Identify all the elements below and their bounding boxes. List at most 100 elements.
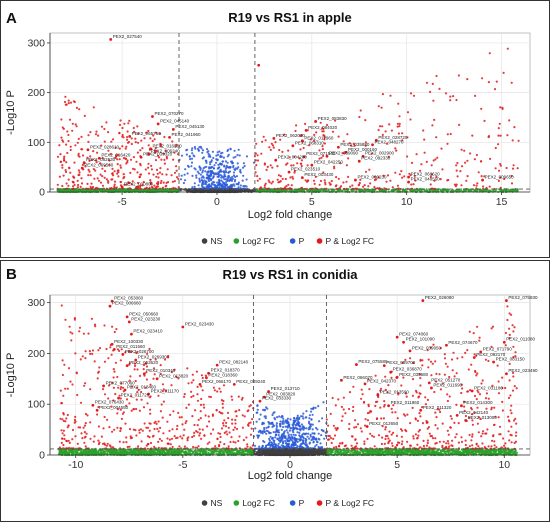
data-point [233,185,235,187]
data-point [265,139,267,141]
data-point [213,164,215,166]
data-point [210,166,212,168]
data-point [89,131,91,133]
data-point [256,189,258,191]
data-point [67,134,69,136]
data-point [209,161,211,163]
data-point [385,181,387,183]
data-point [120,181,122,183]
data-point [461,356,463,358]
data-point [57,156,59,158]
data-point [228,180,230,182]
data-point [78,169,80,171]
gene-label: PEX2_003430 [304,172,334,177]
data-point [271,190,273,192]
data-point [242,180,244,182]
data-point [136,368,138,370]
data-point [287,418,289,420]
data-point [463,150,465,152]
labeled-point [128,135,131,138]
data-point [246,155,248,157]
data-point [220,179,222,181]
data-point [70,102,72,104]
data-point [59,176,61,178]
data-point [97,177,99,179]
data-point [512,375,514,377]
data-point [68,102,70,104]
data-point [346,133,348,135]
data-point [426,190,428,192]
data-point [107,357,109,359]
data-point [391,434,393,436]
data-point [155,159,157,161]
labeled-point [109,38,112,41]
y-tick-label: 100 [27,137,45,149]
data-point [290,434,292,436]
data-point [80,177,82,179]
data-point [94,170,96,172]
data-point [78,174,80,176]
legend-swatch [202,238,208,244]
data-point [228,445,230,447]
gene-label: PEX2_070270 [154,111,184,116]
data-point [512,168,514,170]
data-point [63,364,65,366]
data-point [333,166,335,168]
labeled-point [337,146,340,149]
data-point [420,163,422,165]
data-point [273,147,275,149]
data-point [429,190,431,192]
data-point [491,327,493,329]
data-point [458,442,460,444]
gene-label: PEX2_048560 [411,177,441,182]
data-point [171,438,173,440]
legend-swatch [290,238,296,244]
data-point [287,184,289,186]
legend-swatch [317,238,323,244]
data-point [446,188,448,190]
x-tick-label: 0 [214,196,220,208]
data-point [104,170,106,172]
data-point [68,179,70,181]
data-point [264,186,266,188]
data-point [75,123,77,125]
data-point [84,115,86,117]
data-point [180,178,182,180]
data-point [150,165,152,167]
data-point [495,446,497,448]
data-point [225,181,227,183]
data-point [257,409,259,411]
data-point [68,440,70,442]
data-point [148,144,150,146]
data-point [116,376,118,378]
data-point [78,108,80,110]
x-tick-label: -5 [117,196,126,208]
data-point [261,141,263,143]
data-point [206,148,208,150]
data-point [385,426,387,428]
data-point [97,440,99,442]
data-point [238,409,240,411]
data-point [371,435,373,437]
data-point [198,419,200,421]
data-point [270,436,272,438]
data-point [163,182,165,184]
data-point [184,174,186,176]
data-point [472,424,474,426]
data-point [112,138,114,140]
data-point [293,434,295,436]
data-point [157,181,159,183]
data-point [119,158,121,160]
data-point [493,440,495,442]
data-point [212,157,214,159]
data-point [289,176,291,178]
data-point [233,157,235,159]
data-point [213,176,215,178]
data-point [123,123,125,125]
labeled-point [305,129,308,132]
data-point [401,177,403,179]
data-point [88,169,90,171]
data-point [499,163,501,165]
data-point [379,125,381,127]
data-point [251,418,253,420]
